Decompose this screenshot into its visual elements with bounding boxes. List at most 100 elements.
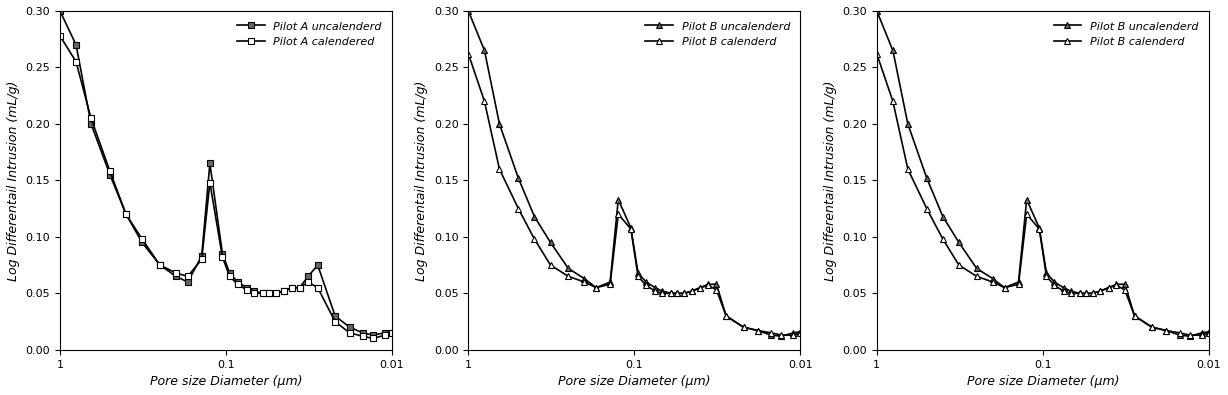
Pilot B uncalenderd: [1144, 325, 1159, 329]
Pilot B calenderd: [1011, 282, 1025, 287]
Pilot A uncalenderd: [203, 161, 217, 166]
Pilot B calenderd: [527, 237, 542, 241]
Pilot B uncalenderd: [664, 291, 679, 296]
Legend: Pilot A uncalenderd, Pilot A calendered: Pilot A uncalenderd, Pilot A calendered: [232, 17, 387, 51]
Pilot A calendered: [231, 282, 246, 287]
Pilot A uncalenderd: [103, 172, 118, 177]
Pilot A calendered: [215, 255, 230, 260]
Pilot B calenderd: [1056, 289, 1071, 293]
Pilot B uncalenderd: [1195, 331, 1210, 335]
Pilot B calenderd: [736, 325, 750, 329]
Pilot B calenderd: [1109, 283, 1124, 288]
Legend: Pilot B uncalenderd, Pilot B calenderd: Pilot B uncalenderd, Pilot B calenderd: [641, 17, 795, 51]
Pilot A uncalenderd: [301, 274, 316, 279]
Pilot B uncalenderd: [786, 331, 801, 335]
Pilot A calendered: [276, 289, 291, 293]
Pilot B uncalenderd: [1086, 291, 1100, 296]
Pilot B calenderd: [764, 331, 779, 335]
Pilot B uncalenderd: [527, 214, 542, 219]
Pilot A uncalenderd: [239, 285, 254, 290]
Line: Pilot A calendered: Pilot A calendered: [56, 32, 395, 342]
Pilot B calenderd: [664, 291, 679, 296]
Pilot B calenderd: [869, 51, 884, 56]
Pilot B calenderd: [693, 285, 707, 290]
Pilot B uncalenderd: [774, 334, 788, 339]
Pilot B calenderd: [684, 289, 699, 293]
Pilot B uncalenderd: [478, 48, 492, 53]
Pilot A uncalenderd: [152, 263, 167, 267]
Pilot B calenderd: [647, 289, 662, 293]
Pilot B uncalenderd: [631, 271, 646, 275]
Pilot B calenderd: [701, 283, 716, 288]
Pilot B calenderd: [1019, 212, 1034, 216]
Pilot B uncalenderd: [1047, 280, 1062, 284]
Pilot B calenderd: [1047, 283, 1062, 288]
Pilot B uncalenderd: [900, 122, 915, 126]
Line: Pilot B calenderd: Pilot B calenderd: [873, 51, 1212, 339]
Pilot A uncalenderd: [311, 263, 325, 267]
Pilot B uncalenderd: [869, 9, 884, 13]
Pilot A uncalenderd: [276, 289, 291, 293]
Y-axis label: Log Differentail Intrusion (mL/g): Log Differentail Intrusion (mL/g): [824, 80, 836, 280]
Legend: Pilot B uncalenderd, Pilot B calenderd: Pilot B uncalenderd, Pilot B calenderd: [1049, 17, 1203, 51]
Pilot A calendered: [152, 263, 167, 267]
Pilot A uncalenderd: [366, 333, 381, 337]
Pilot B calenderd: [985, 280, 1000, 284]
Pilot B uncalenderd: [1032, 226, 1046, 230]
Pilot B calenderd: [492, 167, 507, 171]
Pilot B calenderd: [1039, 274, 1054, 279]
Pilot B uncalenderd: [709, 282, 723, 287]
Pilot B uncalenderd: [1117, 282, 1132, 287]
Pilot B uncalenderd: [677, 291, 691, 296]
Pilot A calendered: [103, 169, 118, 174]
Pilot B calenderd: [1093, 289, 1108, 293]
Pilot B uncalenderd: [603, 280, 618, 284]
Pilot B uncalenderd: [1109, 282, 1124, 287]
Pilot B calenderd: [793, 331, 808, 335]
Pilot A calendered: [378, 333, 393, 337]
Pilot B calenderd: [1078, 291, 1093, 296]
Pilot B calenderd: [639, 283, 653, 288]
Pilot B calenderd: [952, 263, 966, 267]
Pilot A calendered: [355, 334, 370, 339]
Pilot A calendered: [247, 291, 262, 296]
Pilot B uncalenderd: [639, 280, 653, 284]
Pilot B calenderd: [1086, 291, 1100, 296]
Pilot B calenderd: [670, 291, 685, 296]
Pilot B uncalenderd: [492, 122, 507, 126]
Pilot B uncalenderd: [1063, 289, 1078, 293]
Pilot B calenderd: [997, 285, 1012, 290]
Pilot A calendered: [84, 116, 98, 120]
Pilot A uncalenderd: [53, 9, 68, 13]
Pilot A uncalenderd: [69, 42, 84, 47]
Pilot B calenderd: [588, 285, 603, 290]
Pilot B uncalenderd: [1011, 280, 1025, 284]
Pilot B calenderd: [511, 206, 526, 211]
Pilot B uncalenderd: [1019, 197, 1034, 202]
Pilot A calendered: [53, 34, 68, 38]
Pilot B calenderd: [1117, 288, 1132, 292]
Pilot B calenderd: [1201, 331, 1216, 335]
Pilot B uncalenderd: [1201, 329, 1216, 334]
Pilot B uncalenderd: [511, 176, 526, 181]
Pilot A calendered: [292, 285, 307, 290]
Pilot B uncalenderd: [920, 176, 935, 181]
Pilot A uncalenderd: [255, 291, 270, 296]
Pilot A calendered: [239, 288, 254, 292]
Pilot B calenderd: [543, 263, 558, 267]
Pilot B uncalenderd: [647, 285, 662, 290]
Pilot B uncalenderd: [588, 285, 603, 290]
Pilot B uncalenderd: [997, 285, 1012, 290]
Pilot A calendered: [269, 291, 284, 296]
Pilot A uncalenderd: [328, 314, 343, 318]
Pilot B uncalenderd: [684, 289, 699, 293]
Pilot B uncalenderd: [985, 276, 1000, 281]
Pilot A calendered: [262, 291, 276, 296]
Pilot B calenderd: [610, 212, 625, 216]
Pilot B calenderd: [885, 99, 900, 103]
Pilot A calendered: [328, 319, 343, 324]
Pilot A calendered: [119, 212, 134, 216]
Pilot B calenderd: [1159, 328, 1174, 333]
Pilot B calenderd: [478, 99, 492, 103]
Pilot A calendered: [343, 331, 357, 335]
